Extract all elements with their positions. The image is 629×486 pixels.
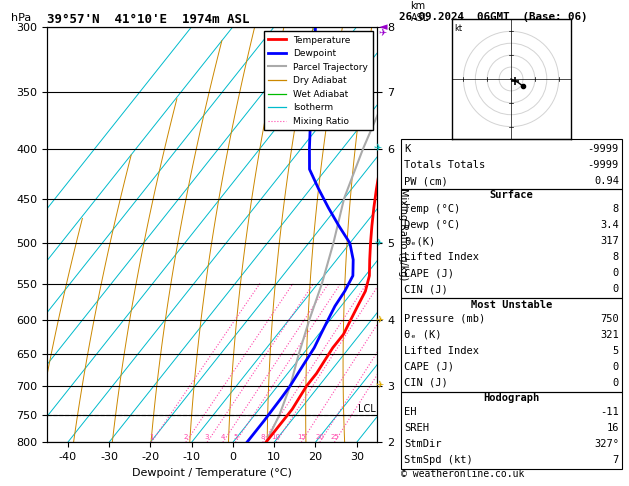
Text: CIN (J): CIN (J) <box>404 284 448 295</box>
Text: Lifted Index: Lifted Index <box>404 346 479 356</box>
Text: Temp (°C): Temp (°C) <box>404 204 460 214</box>
Text: 7: 7 <box>613 455 619 465</box>
Text: -11: -11 <box>600 407 619 417</box>
Text: θₑ(K): θₑ(K) <box>404 236 435 246</box>
Text: 8: 8 <box>613 252 619 262</box>
Text: 15: 15 <box>297 434 306 440</box>
Text: 3.4: 3.4 <box>600 220 619 230</box>
Text: ✈: ✈ <box>376 381 384 391</box>
Text: km
ASL: km ASL <box>411 1 429 22</box>
Text: 5: 5 <box>613 346 619 356</box>
Text: hPa: hPa <box>11 13 31 22</box>
Text: 20: 20 <box>315 434 324 440</box>
Text: 39°57'N  41°10'E  1974m ASL: 39°57'N 41°10'E 1974m ASL <box>47 13 250 26</box>
Text: 5: 5 <box>233 434 238 440</box>
Text: © weatheronline.co.uk: © weatheronline.co.uk <box>401 469 524 479</box>
Text: 16: 16 <box>606 423 619 433</box>
Text: ✈: ✈ <box>375 238 382 248</box>
Text: 317: 317 <box>600 236 619 246</box>
Text: -9999: -9999 <box>587 160 619 170</box>
Text: ✈: ✈ <box>374 143 381 154</box>
Text: 26.09.2024  06GMT  (Base: 06): 26.09.2024 06GMT (Base: 06) <box>399 12 588 22</box>
Text: 327°: 327° <box>594 439 619 449</box>
Text: 0.94: 0.94 <box>594 176 619 186</box>
Text: kt: kt <box>454 24 462 33</box>
Text: 0: 0 <box>613 378 619 388</box>
Text: CAPE (J): CAPE (J) <box>404 268 454 278</box>
Text: K: K <box>404 144 410 154</box>
Text: Surface: Surface <box>489 191 533 200</box>
Text: CIN (J): CIN (J) <box>404 378 448 388</box>
Text: 0: 0 <box>613 284 619 295</box>
Text: 3: 3 <box>205 434 209 440</box>
Text: 2: 2 <box>184 434 188 440</box>
Text: CAPE (J): CAPE (J) <box>404 362 454 372</box>
Text: Most Unstable: Most Unstable <box>470 300 552 310</box>
Text: 8: 8 <box>613 204 619 214</box>
X-axis label: Dewpoint / Temperature (°C): Dewpoint / Temperature (°C) <box>132 468 292 478</box>
Text: StmSpd (kt): StmSpd (kt) <box>404 455 472 465</box>
Text: ✈: ✈ <box>379 29 386 39</box>
Text: 4: 4 <box>221 434 225 440</box>
Text: SREH: SREH <box>404 423 429 433</box>
Text: ◄: ◄ <box>379 22 388 32</box>
Text: 1: 1 <box>149 434 153 440</box>
Text: 0: 0 <box>613 362 619 372</box>
Legend: Temperature, Dewpoint, Parcel Trajectory, Dry Adiabat, Wet Adiabat, Isotherm, Mi: Temperature, Dewpoint, Parcel Trajectory… <box>264 31 373 130</box>
Text: Totals Totals: Totals Totals <box>404 160 485 170</box>
Text: -9999: -9999 <box>587 144 619 154</box>
Text: LCL: LCL <box>359 404 376 414</box>
Text: Dewp (°C): Dewp (°C) <box>404 220 460 230</box>
Text: PW (cm): PW (cm) <box>404 176 448 186</box>
Text: EH: EH <box>404 407 416 417</box>
Text: Hodograph: Hodograph <box>483 393 540 403</box>
Text: 750: 750 <box>600 313 619 324</box>
Text: 8: 8 <box>260 434 265 440</box>
Text: StmDir: StmDir <box>404 439 442 449</box>
Text: Lifted Index: Lifted Index <box>404 252 479 262</box>
Y-axis label: Mixing Ratio (g/kg): Mixing Ratio (g/kg) <box>398 189 408 280</box>
Text: 321: 321 <box>600 330 619 340</box>
Text: 0: 0 <box>613 268 619 278</box>
Text: ✈: ✈ <box>376 315 384 326</box>
Text: 10: 10 <box>272 434 281 440</box>
Text: 25: 25 <box>330 434 339 440</box>
Text: θₑ (K): θₑ (K) <box>404 330 442 340</box>
Text: Pressure (mb): Pressure (mb) <box>404 313 485 324</box>
